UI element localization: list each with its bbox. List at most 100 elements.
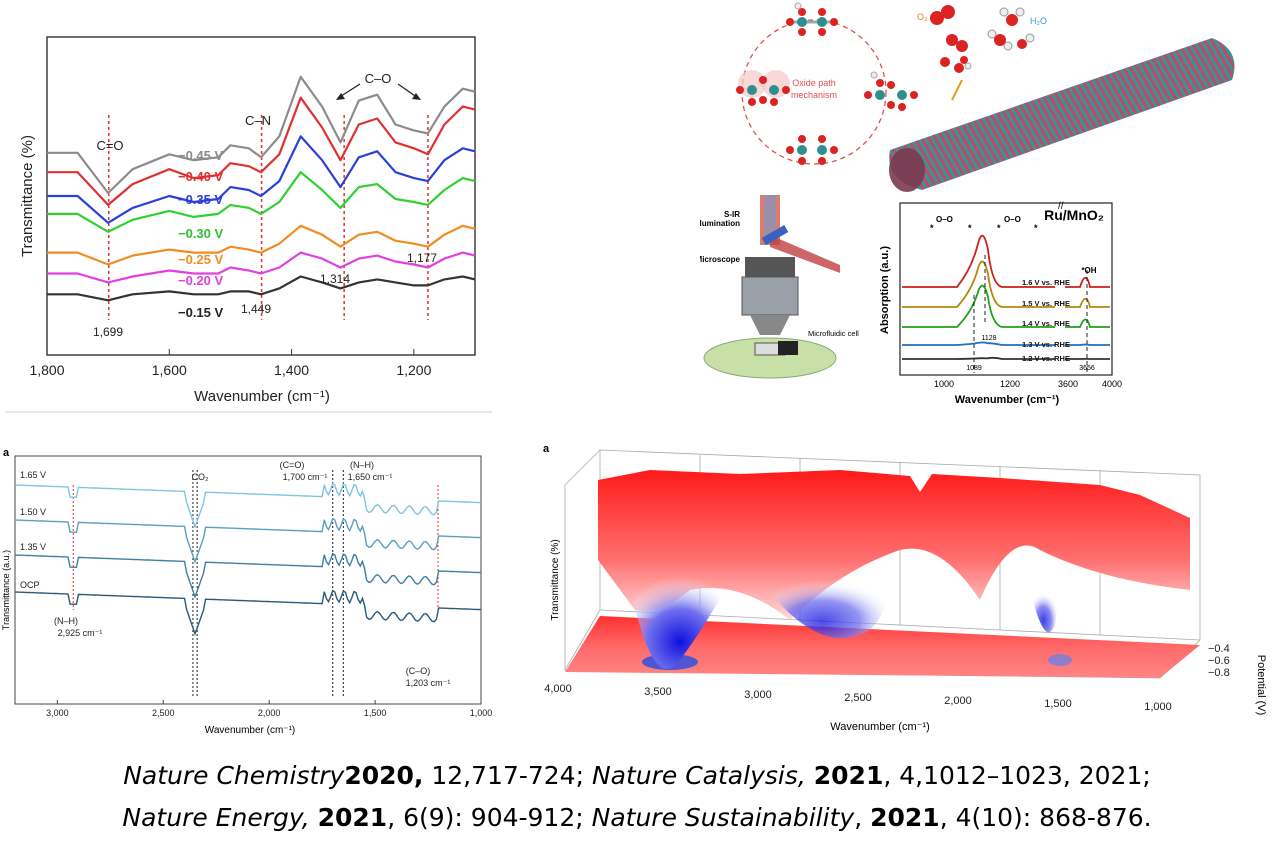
arrowhead-right [412,93,421,100]
o2-molecules: O₂ [917,5,972,101]
series-labels: 1.65 V 1.50 V 1.35 V OCP [20,470,46,590]
x-tick-label-2: 3,000 [744,689,772,701]
ru-series-2 [902,284,1110,328]
axis-break: // [1058,201,1064,212]
journal-2: Nature Catalysis, [591,761,806,790]
x-tick-label-1: 3,500 [644,686,672,698]
label-c-double-o: C=O [96,138,123,153]
label-1.35V: 1.35 V [20,542,46,552]
legend-0.35V: −0.35 V [178,192,224,207]
citation-block: Nature Chemistry2020, 12,717-724; Nature… [0,755,1274,839]
peak-1089: 1089 [966,365,982,372]
ru-series-3 [902,341,1110,346]
legend-0.25V: −0.25 V [178,252,224,267]
x-tick-label-2: 1,400 [274,362,309,378]
z-axis-label: Potential (V) [1255,655,1267,716]
floor-projection [565,616,1200,678]
x-tick-label-3: 1,500 [364,708,387,718]
mechanism-text-1: Oxide path [792,78,836,88]
svg-text:2,925 cm⁻¹: 2,925 cm⁻¹ [58,628,103,638]
year-2: 2021 [813,761,884,790]
svg-text:O–O: O–O [1004,215,1021,224]
series-line-5 [47,251,476,284]
year-4: 2021 [870,803,940,832]
svg-text:*: * [930,223,934,233]
legend-0.45V: −0.45 V [178,148,224,163]
ref-4: , 4(10): 868-876. [939,803,1152,832]
year-3: 2021 [317,803,388,832]
peak-3656: 3656 [1079,365,1095,372]
ref-1: 12,717-724; [423,761,592,790]
objective [745,257,795,277]
svg-text:1,650 cm⁻¹: 1,650 cm⁻¹ [348,472,393,482]
citation-line-1: Nature Chemistry2020, 12,717-724; Nature… [0,755,1274,797]
label-1.65V: 1.65 V [20,470,46,480]
label-1.4V: 1.4 V vs. RHE [1022,319,1070,328]
svg-text:illumination: illumination [700,219,740,228]
journal-1: Nature Chemistry [123,761,345,790]
peak-1314: 1,314 [320,272,350,286]
label-1.5V: 1.5 V vs. RHE [1022,299,1070,308]
x-tick-label-0: 3,000 [46,708,69,718]
label-c-n: C–N [245,113,271,128]
x-tick-label-1: 1,600 [152,362,187,378]
x-tick-label-0: 4,000 [544,683,572,695]
y-axis-label: Transmittance (%) [19,135,36,257]
x-axis-label: Wavenumber (cm⁻¹) [830,721,930,733]
label-1.2V: 1.2 V vs. RHE [1022,354,1070,363]
octahedra-clusters [736,2,918,165]
s-ir-microscope-schematic: S-IR illumination Microscope Microfluidi… [700,195,859,379]
peak-1177: 1,177 [407,251,437,265]
svg-text:1,700 cm⁻¹: 1,700 cm⁻¹ [283,472,328,482]
label-1.6V: 1.6 V vs. RHE [1022,278,1070,287]
svg-text:(N–H): (N–H) [54,616,78,626]
bl-series-2 [14,552,482,599]
x-tick-label-0: 1,800 [29,362,64,378]
x-tick-label-3: 2,500 [844,692,872,704]
y-axis-label: Absorption (a.u.) [879,246,891,334]
stage-disk [703,337,837,379]
svg-text:O₂: O₂ [917,12,928,22]
chart-title: Ru/MnO₂ [1044,207,1104,223]
series-line-2 [47,135,476,224]
svg-text:O–O: O–O [936,215,953,224]
x-tick-label-3: 1,200 [396,362,431,378]
legend-0.20V: −0.20 V [178,273,224,288]
tick-1000: 1000 [934,379,954,389]
chart-transmittance-voltage: a 1.65 V 1.50 V 1.35 V OCP CO₂ (C=O) 1,7… [1,447,493,736]
chart-3d-surface: a 4,000 3,500 3,000 2,500 2,000 1,500 1,000 −0.… [543,443,1267,733]
x-tick-label-4: 2,000 [944,695,972,707]
peak-1699: 1,699 [93,325,123,339]
svg-text:Microfluidic cell: Microfluidic cell [808,329,859,338]
label-ocp: OCP [20,580,40,590]
x-tick-label-6: 1,000 [1144,701,1172,713]
svg-text:Microscope: Microscope [700,255,741,264]
surface-blue-well [625,560,735,669]
tick-1200: 1200 [1000,379,1020,389]
svg-text:*: * [968,223,972,233]
nanotube [889,38,1235,192]
svg-text:(C=O): (C=O) [280,460,305,470]
label-1.50V: 1.50 V [20,507,46,517]
x-axis-label: Wavenumber (cm⁻¹) [205,725,295,736]
label-1.3V: 1.3 V vs. RHE [1022,340,1070,349]
svg-text:(N–H): (N–H) [350,460,374,470]
series-labels: −0.45 V −0.40 V −0.35 V −0.30 V −0.25 V … [178,148,224,320]
legend-0.30V: −0.30 V [178,226,224,241]
oh-label: *OH [1081,266,1096,275]
x-tick-label-2: 2,000 [258,708,281,718]
ref-3: , 6(9): 904-912; [387,803,592,832]
arrowhead-left [336,93,345,100]
x-tick-label-4: 1,000 [470,708,493,718]
svg-text:*: * [997,223,1001,233]
z-tick-label-0: −0.4 [1208,643,1230,655]
panel-label: a [3,447,10,459]
svg-text:(C–O): (C–O) [406,666,431,676]
mechanism-schematic: Oxide path mechanism [736,2,1235,192]
ru-series-1 [902,260,1110,308]
y-axis-label: Transmittance (a.u.) [1,550,11,630]
tick-4000: 4000 [1102,379,1122,389]
ref-2: , 4,1012–1023, 2021; [883,761,1151,790]
annotations: CO₂ (C=O) 1,700 cm⁻¹ (N–H) 1,650 cm⁻¹ (N… [54,460,450,688]
svg-text:H₂O: H₂O [1030,16,1047,26]
